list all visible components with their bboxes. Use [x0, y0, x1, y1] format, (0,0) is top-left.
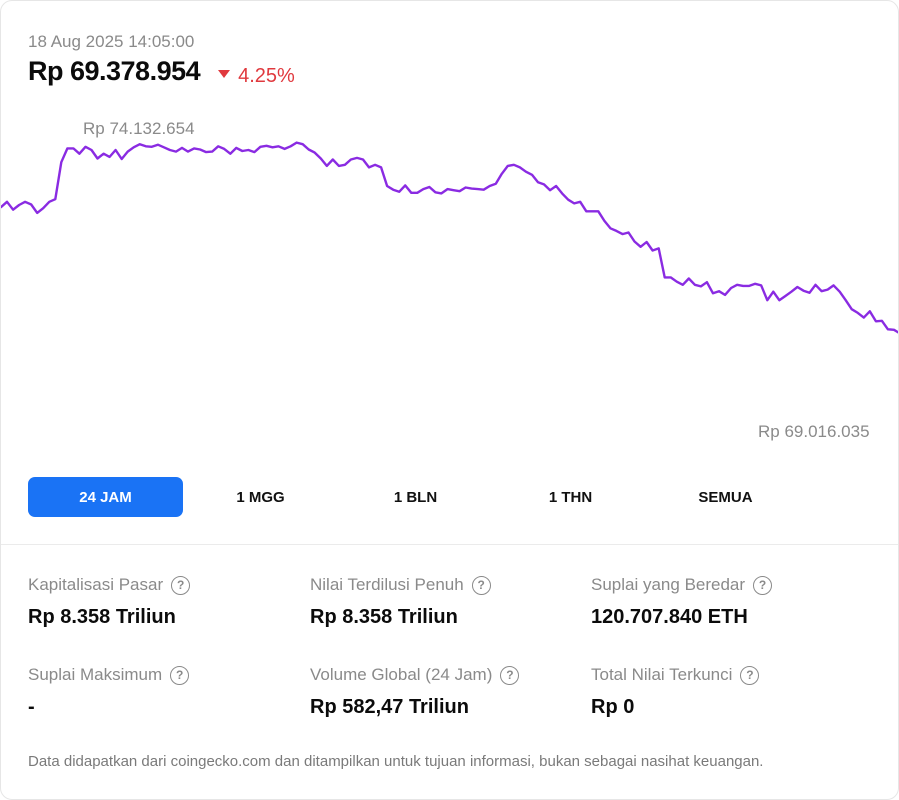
divider — [1, 544, 898, 545]
stat-label: Suplai yang Beredar — [591, 575, 746, 594]
disclaimer: Data didapatkan dari coingecko.com dan d… — [28, 753, 764, 770]
stat-label: Kapitalisasi Pasar — [28, 575, 164, 594]
stat-value: Rp 8.358 Triliun — [28, 606, 176, 628]
stat-label: Total Nilai Terkunci — [591, 665, 733, 684]
stat-market-cap: Kapitalisasi Pasar ? Rp 8.358 Triliun — [28, 575, 191, 629]
stat-value: Rp 0 — [591, 696, 635, 718]
range-24h-button[interactable]: 24 JAM — [28, 477, 183, 517]
price-line — [1, 141, 898, 334]
price-change: 4.25% — [218, 65, 295, 88]
range-1w-button[interactable]: 1 MGG — [183, 477, 338, 517]
current-price: Rp 69.378.954 — [28, 56, 201, 86]
stat-label: Volume Global (24 Jam) — [310, 665, 493, 684]
range-1m-button[interactable]: 1 BLN — [338, 477, 493, 517]
triangle-down-icon — [218, 70, 231, 78]
range-1y-button[interactable]: 1 THN — [493, 477, 648, 517]
chart-low-label: Rp 69.016.035 — [758, 422, 870, 441]
stat-tvl: Total Nilai Terkunci ? Rp 0 — [591, 665, 760, 719]
help-icon[interactable]: ? — [753, 575, 773, 595]
stat-circulating-supply: Suplai yang Beredar ? 120.707.840 ETH — [591, 575, 773, 629]
range-selector: 24 JAM 1 MGG 1 BLN 1 THN SEMUA — [28, 477, 873, 517]
range-all-button[interactable]: SEMUA — [648, 477, 803, 517]
stat-max-supply: Suplai Maksimum ? - — [28, 665, 190, 719]
help-icon[interactable]: ? — [471, 575, 491, 595]
stat-value: Rp 582,47 Triliun — [310, 696, 469, 718]
stat-global-volume: Volume Global (24 Jam) ? Rp 582,47 Trili… — [310, 665, 520, 719]
stat-fdv: Nilai Terdilusi Penuh ? Rp 8.358 Triliun — [310, 575, 491, 629]
help-icon[interactable]: ? — [740, 665, 760, 685]
price-row: Rp 69.378.954 4.25% — [28, 56, 295, 88]
stat-value: 120.707.840 ETH — [591, 606, 748, 628]
help-icon[interactable]: ? — [170, 665, 190, 685]
stat-label: Nilai Terdilusi Penuh — [310, 575, 464, 594]
help-icon[interactable]: ? — [171, 575, 191, 595]
stat-value: - — [28, 696, 35, 718]
price-change-value: 4.25% — [238, 64, 295, 87]
stat-label: Suplai Maksimum — [28, 665, 163, 684]
stat-value: Rp 8.358 Triliun — [310, 606, 458, 628]
help-icon[interactable]: ? — [500, 665, 520, 685]
timestamp: 18 Aug 2025 14:05:00 — [28, 32, 195, 51]
price-chart[interactable] — [1, 1, 899, 471]
chart-high-label: Rp 74.132.654 — [83, 119, 195, 138]
